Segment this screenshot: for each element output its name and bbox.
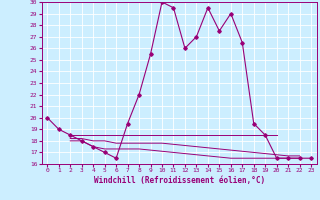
- X-axis label: Windchill (Refroidissement éolien,°C): Windchill (Refroidissement éolien,°C): [94, 176, 265, 185]
